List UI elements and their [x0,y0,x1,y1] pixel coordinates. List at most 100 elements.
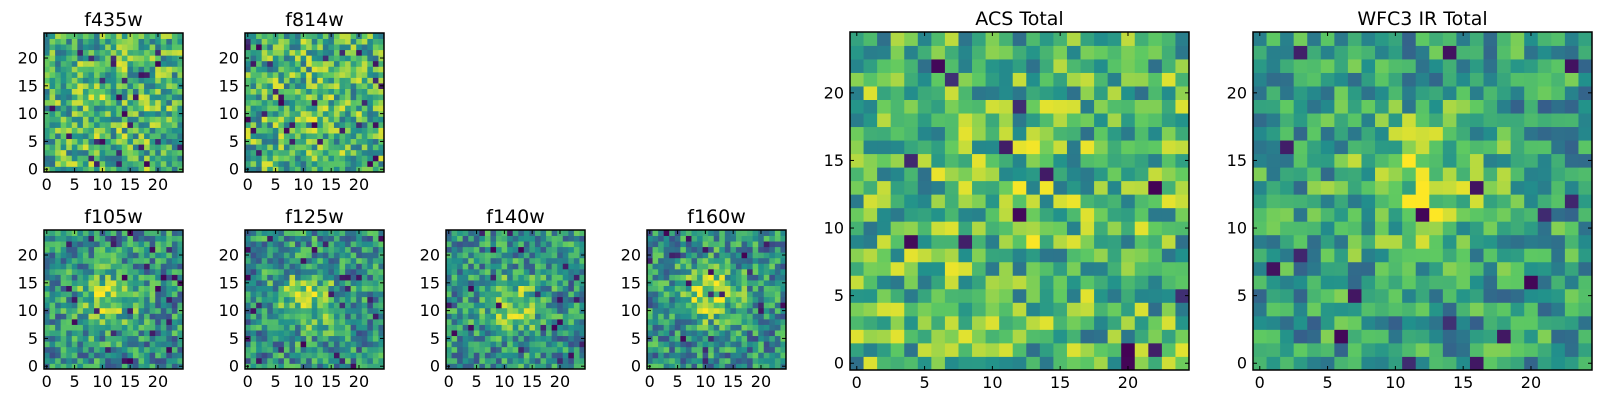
heatmap-cell [496,268,502,275]
heatmap-cell [1334,194,1349,209]
heatmap-cell [300,263,307,270]
heatmap-cell [317,257,324,264]
heatmap-cell [1134,275,1149,290]
heatmap-cell [127,246,134,253]
heatmap-cell [155,121,162,128]
heatmap-cell [972,248,986,263]
heatmap-cell [1388,342,1403,357]
heatmap-cell [60,280,67,286]
heatmap-cell [278,160,285,167]
heatmap-cell [127,105,134,112]
heatmap-cell [295,318,301,325]
heatmap-cell [311,324,318,331]
heatmap-cell [484,357,491,364]
y-tick-label: 5 [28,329,38,348]
heatmap-cell [372,246,379,253]
heatmap-cell [999,180,1014,195]
heatmap-cell [105,341,112,348]
heatmap-cell [361,133,368,140]
heatmap-cell [300,60,307,67]
heatmap-cell [105,346,112,353]
heatmap-cell [850,248,864,263]
heatmap-cell [863,72,878,87]
heatmap-cell [245,160,251,167]
heatmap-cell [1026,113,1041,128]
heatmap-cell [479,230,486,236]
heatmap-cell [267,71,274,78]
heatmap-cell [457,357,464,364]
heatmap-cell [512,363,519,370]
heatmap-cell [1442,315,1457,330]
heatmap-cell [49,88,56,95]
heatmap-cell [546,274,553,281]
heatmap-cell [1148,342,1163,357]
heatmap-cell [691,291,698,298]
heatmap-cell [999,140,1014,155]
heatmap-cell [512,313,519,320]
heatmap-cell [890,302,905,317]
y-tick-label: 20 [824,83,844,102]
heatmap-cell [1524,248,1539,263]
heatmap-cell [652,257,659,264]
heatmap-cell [149,257,156,264]
heatmap-cell [177,149,184,156]
heatmap-cell [663,352,670,359]
heatmap-cell [44,235,50,242]
heatmap-cell [367,330,374,337]
heatmap-cell [551,318,558,325]
heatmap-cell [71,83,78,89]
heatmap-cell [890,126,905,141]
heatmap-cell [317,138,324,145]
heatmap-cell [278,263,285,270]
heatmap-cell [758,235,765,242]
heatmap-cell [283,268,290,275]
heatmap-cell [697,302,703,309]
heatmap-cell [71,291,78,298]
heatmap-cell [769,313,776,320]
heatmap-cell [647,263,653,270]
heatmap-cell [523,246,530,253]
heatmap-cell [1415,302,1430,317]
heatmap-cell [60,160,67,167]
heatmap-cell [1578,248,1593,263]
heatmap-cell [741,307,748,314]
heatmap-cell [1080,32,1095,46]
heatmap-cell [774,341,781,348]
heatmap-cell [763,341,770,348]
heatmap-cell [60,346,67,353]
heatmap-cell [55,33,62,39]
heatmap-cell [149,166,156,173]
heatmap-cell [367,55,374,62]
heatmap-cell [155,352,162,359]
heatmap-cell [931,180,946,195]
heatmap-cell [177,324,184,331]
heatmap-cell [763,335,770,342]
heatmap-cell [1134,261,1149,276]
heatmap-cell [562,330,569,337]
heatmap-cell [685,274,692,281]
heatmap-cell [546,296,553,303]
plot-frame [244,32,385,173]
heatmap-cell [82,99,89,106]
heatmap-cell [490,307,497,314]
heatmap-cell [999,342,1014,357]
heatmap-cell [1456,180,1471,195]
heatmap-cell [333,352,340,359]
heatmap-cell [518,246,525,253]
heatmap-cell [1266,180,1281,195]
heatmap-cell [697,357,703,364]
heatmap-cell [166,341,173,348]
heatmap-cell [256,138,263,145]
heatmap-cell [88,88,95,95]
heatmap-cell [60,144,67,151]
heatmap-cell [345,274,352,281]
heatmap-cell [306,33,313,39]
heatmap-cell [127,324,134,331]
heatmap-cell [250,285,257,292]
heatmap-cell [149,246,156,253]
heatmap-cell [680,291,687,298]
heatmap-cell [451,341,458,348]
heatmap-cell [669,357,676,364]
x-tick-label: 15 [120,175,140,194]
heatmap-cell [60,363,67,370]
